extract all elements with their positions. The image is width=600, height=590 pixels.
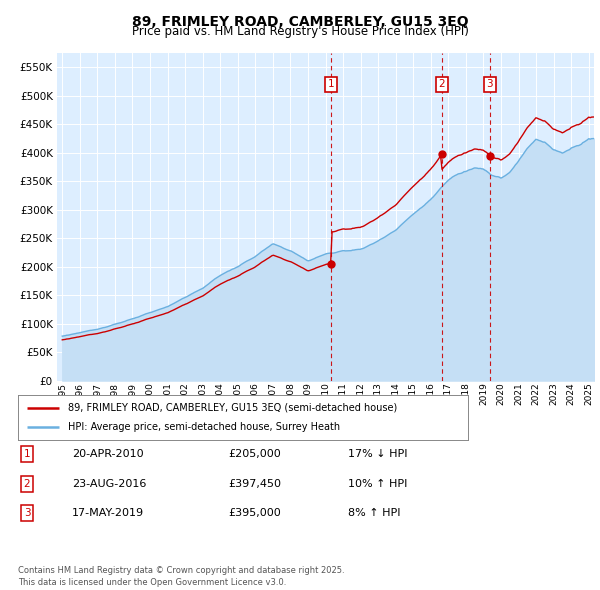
Text: 17-MAY-2019: 17-MAY-2019 [72,509,144,518]
Text: Contains HM Land Registry data © Crown copyright and database right 2025.
This d: Contains HM Land Registry data © Crown c… [18,566,344,587]
Text: 3: 3 [23,509,31,518]
Text: 20-APR-2010: 20-APR-2010 [72,450,143,459]
Text: 1: 1 [328,80,334,90]
Text: 2: 2 [439,80,445,90]
Text: £205,000: £205,000 [228,450,281,459]
Text: 89, FRIMLEY ROAD, CAMBERLEY, GU15 3EQ: 89, FRIMLEY ROAD, CAMBERLEY, GU15 3EQ [131,15,469,29]
Text: 10% ↑ HPI: 10% ↑ HPI [348,479,407,489]
Text: HPI: Average price, semi-detached house, Surrey Heath: HPI: Average price, semi-detached house,… [67,422,340,432]
Text: £395,000: £395,000 [228,509,281,518]
Text: Price paid vs. HM Land Registry's House Price Index (HPI): Price paid vs. HM Land Registry's House … [131,25,469,38]
Text: 8% ↑ HPI: 8% ↑ HPI [348,509,401,518]
Text: 3: 3 [487,80,493,90]
Text: 2: 2 [23,479,31,489]
Text: 89, FRIMLEY ROAD, CAMBERLEY, GU15 3EQ (semi-detached house): 89, FRIMLEY ROAD, CAMBERLEY, GU15 3EQ (s… [67,403,397,412]
Text: £397,450: £397,450 [228,479,281,489]
Text: 17% ↓ HPI: 17% ↓ HPI [348,450,407,459]
Text: 23-AUG-2016: 23-AUG-2016 [72,479,146,489]
Text: 1: 1 [23,450,31,459]
